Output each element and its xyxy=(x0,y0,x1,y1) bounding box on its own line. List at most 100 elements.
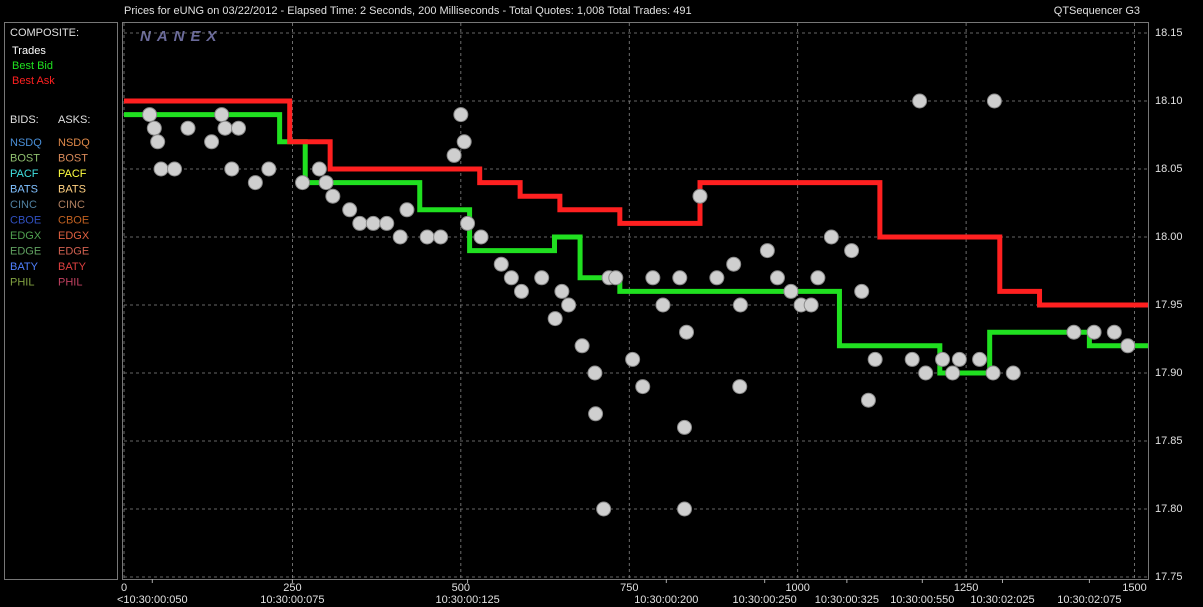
legend-entry: Best Ask xyxy=(12,75,55,87)
trade-dot xyxy=(311,161,327,177)
legend-bid: EDGE xyxy=(10,245,41,257)
time-label: 10:30:00:200 xyxy=(634,594,698,606)
y-tick-label: 17.95 xyxy=(1155,299,1183,311)
trade-dot xyxy=(867,351,883,367)
trade-dot xyxy=(146,120,162,136)
legend-ask: NSDQ xyxy=(58,137,90,149)
legend-bid: PHIL xyxy=(10,276,34,288)
trade-dot xyxy=(217,120,233,136)
trade-dot xyxy=(769,270,785,286)
trade-dot xyxy=(783,283,799,299)
trade-dot xyxy=(574,338,590,354)
legend-ask: CINC xyxy=(58,199,85,211)
trade-dot xyxy=(392,229,408,245)
trade-dot xyxy=(625,351,641,367)
y-tick-label: 18.05 xyxy=(1155,163,1183,175)
trade-dot xyxy=(692,188,708,204)
trade-dot xyxy=(561,297,577,313)
x-tick-label: 250 xyxy=(283,582,301,594)
trade-dot xyxy=(150,134,166,150)
x-tick-label: 1250 xyxy=(954,582,978,594)
y-tick-label: 18.10 xyxy=(1155,95,1183,107)
trade-dot xyxy=(214,107,230,123)
trade-dot xyxy=(810,270,826,286)
trade-dot xyxy=(379,215,395,231)
trade-dot xyxy=(247,175,263,191)
x-tick-label: 500 xyxy=(452,582,470,594)
legend-ask: PACF xyxy=(58,168,87,180)
trade-dot xyxy=(860,392,876,408)
time-label: 10:30:02:075 xyxy=(1057,594,1121,606)
legend-bid: CBOE xyxy=(10,214,41,226)
trade-dot xyxy=(493,256,509,272)
legend-entry: Trades xyxy=(12,45,46,57)
trade-dot xyxy=(588,406,604,422)
trade-dot xyxy=(295,175,311,191)
trade-dot xyxy=(587,365,603,381)
trade-dot xyxy=(167,161,183,177)
legend-panel xyxy=(4,22,118,580)
x-tick-label: 0 xyxy=(121,582,127,594)
trade-dot xyxy=(261,161,277,177)
trade-dot xyxy=(951,351,967,367)
legend-entry: Best Bid xyxy=(12,60,53,72)
trade-dot xyxy=(142,107,158,123)
trade-dot xyxy=(453,107,469,123)
trade-dot xyxy=(854,283,870,299)
trade-dot xyxy=(904,351,920,367)
trade-dot xyxy=(645,270,661,286)
y-tick-label: 17.80 xyxy=(1155,503,1183,515)
y-tick-label: 18.15 xyxy=(1155,27,1183,39)
trade-dot xyxy=(513,283,529,299)
x-tick-label: 1000 xyxy=(785,582,809,594)
time-label: 10:30:02:025 xyxy=(970,594,1034,606)
legend-asks-title: ASKS: xyxy=(58,114,90,126)
trade-dot xyxy=(399,202,415,218)
trade-dot xyxy=(456,134,472,150)
y-tick-label: 17.85 xyxy=(1155,435,1183,447)
trade-dot xyxy=(153,161,169,177)
trade-dot xyxy=(224,161,240,177)
logo: NANEX xyxy=(140,28,223,45)
trade-dot xyxy=(985,365,1001,381)
legend-bid: EDGX xyxy=(10,230,42,242)
trade-dot xyxy=(759,243,775,259)
trade-dot xyxy=(1005,365,1021,381)
trade-dot xyxy=(419,229,435,245)
time-label: 10:30:00:125 xyxy=(435,594,499,606)
x-tick-label: 750 xyxy=(620,582,638,594)
trade-dot xyxy=(803,297,819,313)
chart-title: Prices for eUNG on 03/22/2012 - Elapsed … xyxy=(124,5,692,17)
legend-bid: CINC xyxy=(10,199,37,211)
trade-dot xyxy=(672,270,688,286)
legend-bid: BATY xyxy=(10,261,39,273)
trade-dot xyxy=(365,215,381,231)
trade-dot xyxy=(709,270,725,286)
trade-dot xyxy=(677,419,693,435)
trade-dot xyxy=(352,215,368,231)
trade-dot xyxy=(231,120,247,136)
y-tick-label: 17.75 xyxy=(1155,571,1183,583)
trade-dot xyxy=(918,365,934,381)
trade-dot xyxy=(677,501,693,517)
trade-dot xyxy=(554,283,570,299)
legend-bids-title: BIDS: xyxy=(10,114,39,126)
quote-line xyxy=(124,98,1148,308)
trade-dot xyxy=(986,93,1002,109)
time-label: <10:30:00:050 xyxy=(117,594,188,606)
legend-ask: PHIL xyxy=(58,276,82,288)
trade-dot xyxy=(635,379,651,395)
plot-frame xyxy=(122,22,1149,580)
legend-ask: EDGX xyxy=(58,230,90,242)
trade-dot xyxy=(596,501,612,517)
trade-dot xyxy=(342,202,358,218)
trade-dot xyxy=(608,270,624,286)
time-label: 10:30:00:550 xyxy=(890,594,954,606)
trade-dot xyxy=(547,311,563,327)
trade-dot xyxy=(433,229,449,245)
trade-dot xyxy=(460,215,476,231)
legend-title: COMPOSITE: xyxy=(10,27,79,39)
trade-dot xyxy=(844,243,860,259)
